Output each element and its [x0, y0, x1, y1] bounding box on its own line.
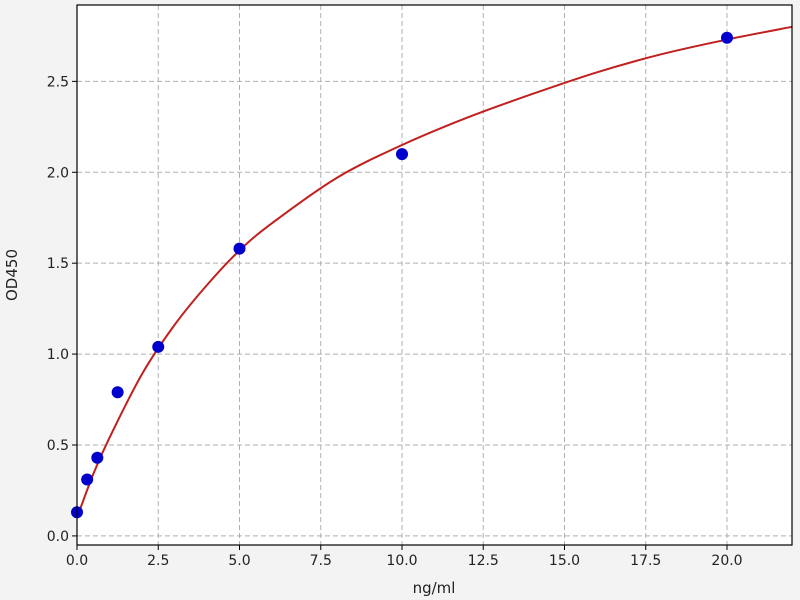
data-point: [721, 31, 733, 44]
x-tick-label: 15.0: [549, 553, 580, 569]
x-tick-label: 20.0: [711, 553, 742, 569]
grid: [76, 5, 792, 545]
x-tick-label: 0.0: [66, 553, 88, 569]
y-axis-label: OD450: [3, 249, 21, 301]
x-tick-label: 12.5: [468, 553, 499, 569]
axes: 0.0 2.5 5.0 7.5 10.0 12.5 15.0 17.5 20.0 0.0 0.5 1.…: [47, 4, 793, 569]
plot-area: [77, 5, 792, 545]
plot-frame: [76, 4, 793, 546]
x-tick-label: 17.5: [630, 553, 661, 569]
y-tick-label: 2.0: [47, 165, 69, 181]
data-point: [152, 340, 165, 353]
y-tick-label: 2.5: [47, 74, 69, 90]
data-point: [81, 473, 94, 486]
data-point: [396, 148, 408, 161]
y-tick-label: 0.0: [47, 529, 69, 545]
fit-curve: [76, 25, 793, 519]
y-tick-label: 1.5: [47, 256, 69, 272]
x-tick-label: 5.0: [228, 553, 250, 569]
data-points-layer: [71, 31, 733, 519]
y-tick-label: 0.5: [47, 438, 69, 454]
fit-curve-layer: [76, 25, 793, 519]
y-tick-label: 1.0: [47, 347, 69, 363]
data-point: [233, 242, 246, 255]
x-tick-label: 2.5: [147, 553, 169, 569]
x-tick-label: 10.0: [386, 553, 417, 569]
data-point: [111, 386, 124, 399]
x-axis-label: ng/ml: [413, 579, 456, 597]
x-tick-label: 7.5: [310, 553, 332, 569]
data-point: [91, 451, 104, 464]
